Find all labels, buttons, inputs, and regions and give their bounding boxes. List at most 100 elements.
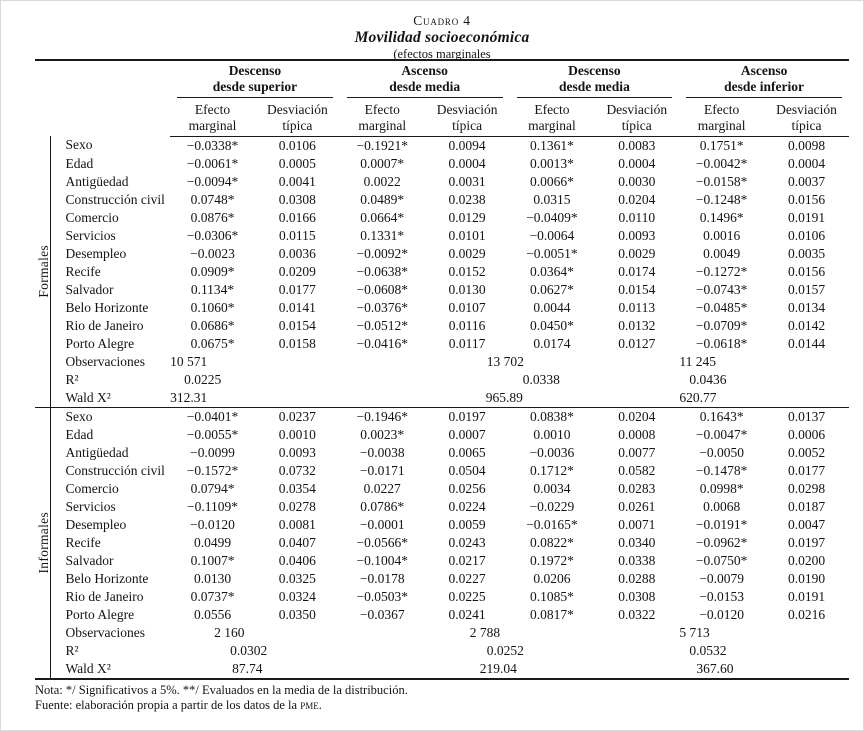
table-subtitle: (efectos marginales [393, 47, 491, 61]
table-row: Desempleo −0.0023 0.0036 −0.0092* 0.0029 −0.0… [35, 245, 849, 263]
value-cell: 0.0224 [448, 498, 486, 514]
stat-value: 11 245 [679, 353, 716, 369]
subheader-line: marginal [528, 117, 576, 133]
stat-value: 13 702 [486, 353, 524, 369]
value-cell: −0.0165* [526, 516, 578, 532]
value-cell: 0.0035 [787, 245, 826, 261]
table-row: Construcción civil 0.0748* 0.0308 0.0489* 0.… [35, 191, 849, 209]
table-row: Salvador 0.1134* 0.0177 −0.0608* 0.0130 0.062… [35, 281, 849, 299]
value-cell: −0.0099 [190, 444, 235, 460]
value-cell: 0.0206 [533, 570, 571, 586]
value-cell: 0.0047 [787, 516, 826, 532]
variable-label: Desempleo [65, 245, 127, 261]
value-cell: 0.0106 [787, 227, 826, 243]
value-cell: −0.0042* [695, 155, 748, 171]
value-cell: 0.0288 [618, 570, 656, 586]
value-cell: 0.1361* [530, 137, 574, 153]
value-cell: 0.0005 [278, 155, 316, 171]
value-cell: 0.0083 [618, 137, 656, 153]
value-cell: 0.0107 [448, 299, 486, 315]
value-cell: 0.0407 [278, 534, 316, 550]
subheader-line: Desviación [436, 101, 498, 117]
value-cell: −0.0306* [186, 227, 239, 243]
section-label-text: Informales [36, 511, 51, 574]
value-cell: −0.0376* [356, 299, 408, 315]
stat-label: R² [65, 642, 79, 658]
value-cell: 0.0022 [363, 173, 401, 189]
value-cell: 0.0204 [618, 191, 656, 207]
table-row: Servicios −0.1109* 0.0278 0.0786* 0.0224 −0.0… [35, 498, 849, 516]
stat-row: R² 0.0302 0.0252 0.0532 [35, 642, 849, 660]
value-cell: 0.0998* [699, 480, 744, 496]
variable-label: Construcción civil [65, 191, 165, 207]
table-notes: Nota: */ Significativos a 5%. **/ Evalua… [35, 683, 855, 713]
value-cell: −0.0367 [359, 606, 405, 622]
value-cell: −0.0001 [359, 516, 405, 532]
value-cell: 0.0338 [618, 552, 656, 568]
value-cell: 0.0154 [278, 317, 316, 333]
subheader-line: Desviación [776, 101, 837, 117]
value-cell: 0.0786* [360, 498, 405, 514]
value-cell: −0.0055* [186, 426, 239, 442]
value-cell: −0.0023 [190, 245, 235, 261]
variable-label: Antigüedad [65, 173, 129, 189]
value-cell: 0.0004 [787, 155, 826, 171]
column-subheader-effect: Efecto marginal [170, 98, 255, 137]
value-cell: 0.0101 [448, 227, 486, 243]
value-cell: 0.0116 [448, 317, 486, 333]
value-cell: 0.0675* [190, 335, 235, 351]
value-cell: 0.0030 [618, 173, 656, 189]
subheader-line: Efecto [194, 101, 231, 117]
value-cell: −0.0512* [356, 317, 408, 333]
value-cell: 0.0065 [448, 444, 486, 460]
value-cell: 0.0499 [193, 534, 232, 550]
value-cell: 0.0197 [424, 406, 510, 426]
value-cell: 0.0283 [618, 480, 656, 496]
value-cell: 0.0141 [278, 299, 316, 315]
value-cell: 0.0004 [618, 155, 656, 171]
value-cell: 0.0156 [787, 263, 826, 279]
variable-label: Sexo [65, 137, 93, 153]
table-header: Descenso desde superior Ascenso desde media… [35, 60, 849, 137]
group-header-line1: Ascenso [401, 63, 448, 78]
value-cell: 0.0278 [278, 498, 316, 514]
value-cell: 0.0007* [360, 155, 405, 171]
stat-label: Observaciones [65, 353, 145, 369]
subheader-line: marginal [358, 117, 407, 133]
value-cell: 0.0110 [618, 209, 656, 225]
column-subheader-sd: Desviación típica [254, 98, 340, 137]
value-cell: 0.0794* [190, 480, 235, 496]
stat-row: Wald X² 312.31 965.89 620.77 [35, 389, 849, 408]
source-acronym: pme [300, 697, 319, 712]
value-cell: −0.0036 [529, 444, 575, 460]
value-cell: 0.0238 [448, 191, 486, 207]
value-cell: 0.0732 [278, 462, 316, 478]
value-cell: 0.0041 [278, 173, 316, 189]
stat-value: 2 160 [214, 624, 245, 640]
source-period: . [318, 697, 322, 712]
table-row: Desempleo −0.0120 0.0081 −0.0001 0.0059 −0.01… [35, 516, 849, 534]
variable-label: Comercio [65, 480, 119, 496]
value-cell: 0.0174 [533, 335, 571, 351]
variable-label: Sexo [50, 406, 171, 426]
stat-value: 219.04 [479, 660, 517, 676]
value-cell: 0.0037 [787, 173, 826, 189]
value-cell: 0.0298 [787, 480, 826, 496]
subheader-line: típica [452, 117, 483, 133]
column-subheader-effect: Efecto marginal [509, 98, 595, 137]
value-cell: 0.0308 [278, 191, 316, 207]
stat-value: 2 788 [469, 624, 501, 640]
value-cell: −0.0338* [186, 137, 239, 153]
value-cell: −0.0064 [529, 227, 575, 243]
variable-label: Construcción civil [65, 462, 165, 478]
value-cell: 0.0315 [533, 191, 571, 207]
value-cell: 0.0031 [448, 173, 486, 189]
stat-value: 0.0252 [486, 642, 524, 658]
subheader-line: Desviación [606, 101, 668, 117]
table-row: Edad −0.0055* 0.0010 0.0023* 0.0007 0.0010 0.0… [35, 426, 849, 444]
subheader-line: típica [791, 117, 822, 133]
value-cell: −0.0618* [695, 335, 748, 351]
variable-label: Recife [65, 534, 101, 550]
value-cell: 0.0364* [530, 263, 574, 279]
value-cell: 0.0154 [618, 281, 656, 297]
